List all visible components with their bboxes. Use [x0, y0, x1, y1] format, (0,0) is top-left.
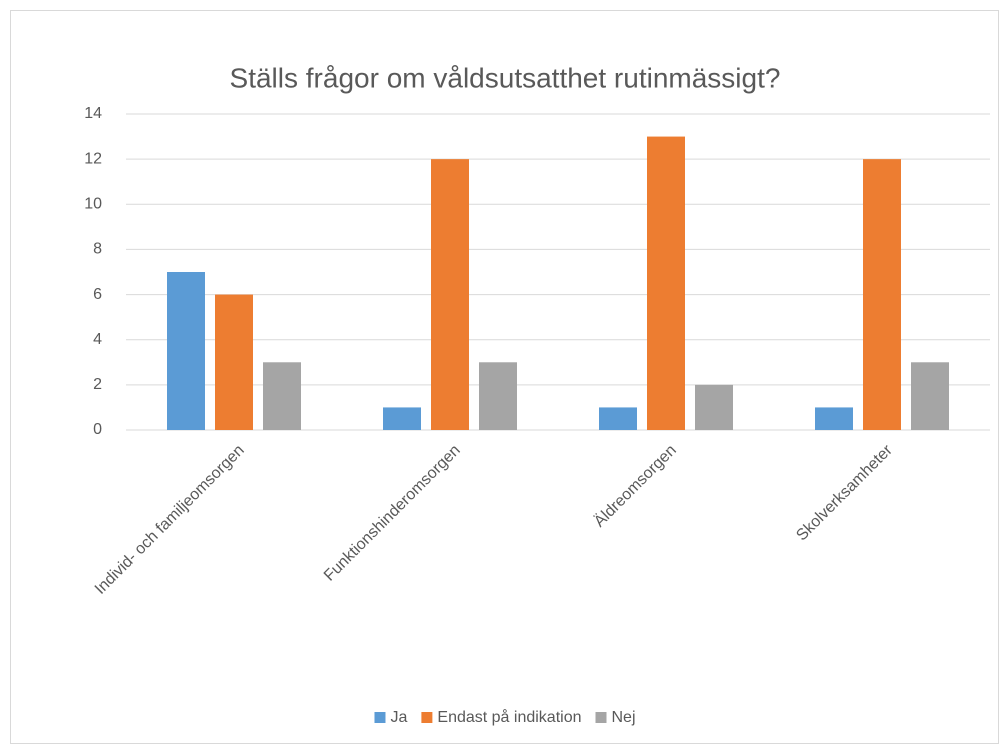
bar — [695, 384, 733, 430]
legend-label: Nej — [612, 709, 636, 726]
bar — [431, 159, 469, 430]
legend-swatch — [595, 712, 607, 723]
y-tick-label: 8 — [93, 241, 102, 258]
y-tick-label: 6 — [93, 286, 102, 303]
y-tick-label: 12 — [84, 150, 102, 167]
y-tick-label: 14 — [84, 105, 102, 122]
chart-title: Ställs frågor om våldsutsatthet rutinmäs… — [230, 62, 781, 93]
legend-swatch — [374, 712, 386, 723]
legend-swatch — [421, 712, 433, 723]
bar — [599, 407, 637, 430]
bar — [215, 294, 253, 430]
bar — [815, 407, 853, 430]
bar — [263, 362, 301, 430]
bar — [167, 272, 205, 430]
y-tick-label: 2 — [93, 376, 102, 393]
bar — [647, 136, 685, 431]
legend-label: Ja — [390, 709, 407, 726]
bar — [911, 362, 949, 430]
y-tick-label: 0 — [93, 421, 102, 438]
legend-label: Endast på indikation — [437, 708, 581, 726]
bar — [863, 159, 901, 430]
bar — [383, 407, 421, 430]
bar — [479, 362, 517, 430]
y-tick-label: 10 — [84, 196, 102, 213]
y-tick-label: 4 — [93, 331, 102, 348]
